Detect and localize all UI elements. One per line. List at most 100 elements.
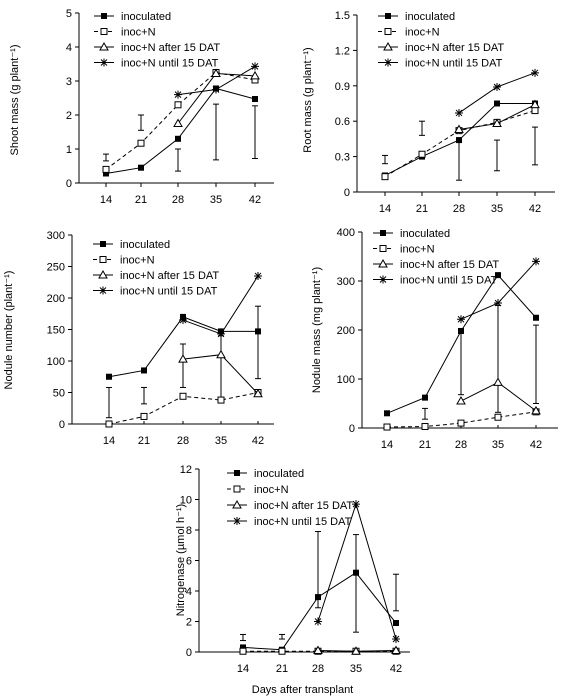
data-point-s4 [174, 90, 182, 99]
legend-label: inoc+N until 15 DAT [120, 286, 218, 298]
legend-marker [99, 256, 107, 263]
y-axis-label: Root mass (g plant⁻¹) [302, 47, 314, 152]
x-axis-label: Days after transplant [252, 684, 354, 696]
data-point-s1 [175, 135, 181, 142]
data-point-s4 [493, 82, 501, 91]
data-point-s1 [138, 164, 144, 171]
data-point-s3 [351, 646, 361, 655]
legend-label: inoculated [400, 228, 450, 240]
legend-marker [233, 517, 241, 525]
y-tick-label: 300 [337, 276, 355, 288]
x-tick-label: 21 [138, 435, 150, 447]
data-point-s3 [456, 396, 466, 405]
legend-marker [384, 58, 392, 67]
y-tick-label: 6 [186, 556, 192, 568]
legend-label: inoc+N after 15 DAT [254, 500, 353, 512]
legend-marker [233, 485, 241, 493]
y-tick-label: 400 [337, 227, 355, 239]
data-point-s2 [239, 647, 247, 655]
x-tick-label: 21 [416, 203, 428, 215]
y-tick-label: 0 [59, 419, 65, 431]
y-tick-label: 2 [66, 110, 72, 122]
legend-label: inoc+N until 15 DAT [405, 58, 503, 70]
data-point-s2 [494, 413, 502, 421]
data-point-s2 [102, 165, 110, 173]
legend-marker [384, 28, 392, 35]
legend-marker [100, 58, 108, 67]
legend-marker [234, 470, 240, 476]
x-tick-label: 28 [312, 663, 324, 675]
data-point-s3 [530, 99, 540, 109]
y-tick-label: 3 [66, 76, 72, 88]
legend-marker [379, 245, 387, 252]
data-point-s1 [494, 100, 500, 107]
x-tick-label: 28 [177, 435, 189, 447]
data-point-s2 [381, 173, 389, 181]
chart-panel-3: 0 50 100 150 200 250 300 14 21 28 35 42 Nodule numbe… [3, 230, 274, 447]
x-tick-label: 42 [529, 203, 541, 215]
x-tick-label: 42 [530, 439, 542, 451]
data-point-s1 [106, 373, 112, 380]
x-tick-label: 21 [135, 194, 147, 206]
x-tick-label: 42 [390, 663, 402, 675]
y-tick-label: 0 [186, 647, 192, 659]
data-point-s4 [532, 257, 540, 266]
data-point-s4 [455, 108, 463, 117]
data-point-s3 [178, 354, 188, 363]
legend-label: inoc+N after 15 DAT [400, 259, 499, 271]
y-tick-label: 250 [47, 262, 65, 274]
x-tick-label: 35 [215, 435, 227, 447]
data-point-s4 [254, 271, 262, 280]
y-tick-label: 0.9 [335, 81, 350, 93]
y-tick-label: 100 [47, 356, 65, 368]
legend-label: inoc+N until 15 DAT [254, 516, 352, 528]
series-line-2 [384, 110, 536, 178]
data-point-s2 [174, 101, 182, 109]
data-point-s4 [212, 85, 220, 94]
data-point-s1 [252, 96, 258, 103]
data-point-s2 [140, 412, 148, 420]
series-line-2 [105, 71, 256, 170]
data-point-s1 [384, 410, 390, 417]
legend-label: inoculated [254, 468, 304, 480]
series-line-4 [458, 72, 536, 114]
legend-marker [99, 286, 107, 295]
y-tick-label: 0.3 [335, 152, 350, 164]
data-point-s3 [492, 118, 502, 128]
y-tick-label: 4 [66, 42, 72, 54]
data-point-s4 [352, 500, 360, 509]
legend-marker [101, 13, 107, 19]
x-tick-label: 21 [419, 439, 431, 451]
legend-label: inoculated [405, 11, 455, 23]
legend-label: inoc+N until 15 DAT [400, 275, 498, 287]
x-tick-label: 14 [100, 194, 112, 206]
x-tick-label: 14 [237, 663, 249, 675]
x-tick-label: 14 [381, 439, 393, 451]
y-tick-label: 0 [344, 187, 350, 199]
data-point-s1 [393, 620, 399, 627]
chart-panel-2: 0 0.3 0.6 0.9 1.2 1.5 14 21 28 35 42 Root mass (g p… [302, 10, 555, 215]
x-tick-label: 14 [103, 435, 115, 447]
data-point-s3 [253, 388, 263, 398]
data-point-s4 [217, 329, 225, 338]
data-point-s2 [457, 419, 465, 427]
chart-panel-4: 0 100 200 300 400 14 21 28 35 42 Nodule mass (mg p… [311, 227, 558, 451]
data-point-s3 [211, 68, 221, 78]
data-point-s4 [494, 299, 502, 308]
y-tick-label: 12 [180, 464, 192, 476]
data-point-s4 [457, 315, 465, 324]
legend-label: inoc+N after 15 DAT [120, 270, 219, 282]
data-point-s3 [531, 405, 541, 415]
x-tick-label: 21 [276, 663, 288, 675]
chart-panel-1: 0 1 2 3 4 5 14 21 28 35 42 Shoot mass (g plant⁻¹) in… [9, 8, 274, 206]
data-point-s2 [278, 647, 286, 655]
x-tick-label: 28 [453, 203, 465, 215]
data-point-s2 [421, 423, 429, 431]
chart-panel-5: 0 2 4 6 8 10 12 14 21 28 35 42 Nitrogenase (µmol h⁻¹… [175, 464, 410, 696]
series-line-1 [105, 87, 256, 174]
y-tick-label: 300 [47, 230, 65, 242]
y-tick-label: 8 [186, 525, 192, 537]
data-point-s2 [383, 423, 391, 431]
y-axis-label: Nodule number (plant⁻¹) [3, 271, 15, 390]
data-point-s3 [493, 377, 503, 386]
